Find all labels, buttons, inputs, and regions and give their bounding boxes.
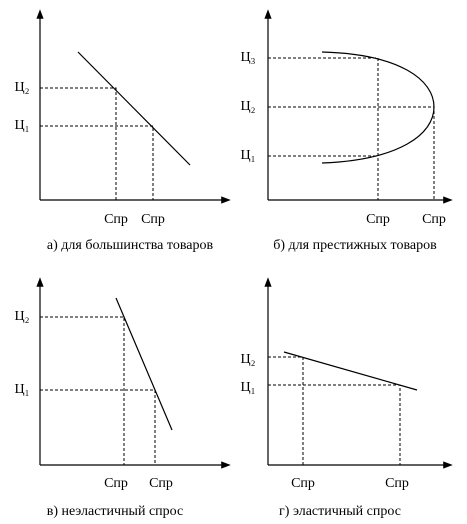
price-label: Ц₁ [15,382,30,397]
guide-lines [268,57,435,200]
panel-d: Ц₂ Ц₁ Спр Спр г) эластичный спрос [241,277,453,519]
panel-c: Ц₂ Ц₁ Спр Спр в) неэластичный спрос [15,277,231,519]
quantity-label: Спр [366,212,390,227]
quantity-label: Спр [141,212,165,227]
caption: б) для престижных товаров [273,238,437,253]
guide-lines [268,356,401,465]
price-label: Ц₂ [15,309,30,324]
price-label: Ц₂ [241,99,256,114]
quantity-label: Спр [104,212,128,227]
demand-line [77,51,191,166]
demand-line [283,351,418,391]
quantity-label: Спр [291,476,315,491]
caption: а) для большинства товаров [47,238,214,253]
panel-b: Ц₃ Ц₂ Ц₁ Спр Спр б) для престижных товар… [241,9,453,253]
guide-lines [40,87,154,200]
caption: в) неэластичный спрос [47,504,183,519]
quantity-label: Спр [104,476,128,491]
quantity-label: Спр [149,476,173,491]
demand-line [115,297,173,431]
panel-a: Ц₂ Ц₁ Спр Спр а) для большинства товаров [15,9,231,253]
price-label: Ц₁ [241,380,256,395]
price-label: Ц₂ [241,352,256,367]
quantity-label: Спр [422,212,446,227]
price-label: Ц₁ [15,118,30,133]
guide-lines [40,316,156,465]
quantity-label: Спр [385,476,409,491]
price-label: Ц₂ [15,80,30,95]
price-label: Ц₁ [241,148,256,163]
price-label: Ц₃ [241,50,256,65]
caption: г) эластичный спрос [279,504,401,519]
